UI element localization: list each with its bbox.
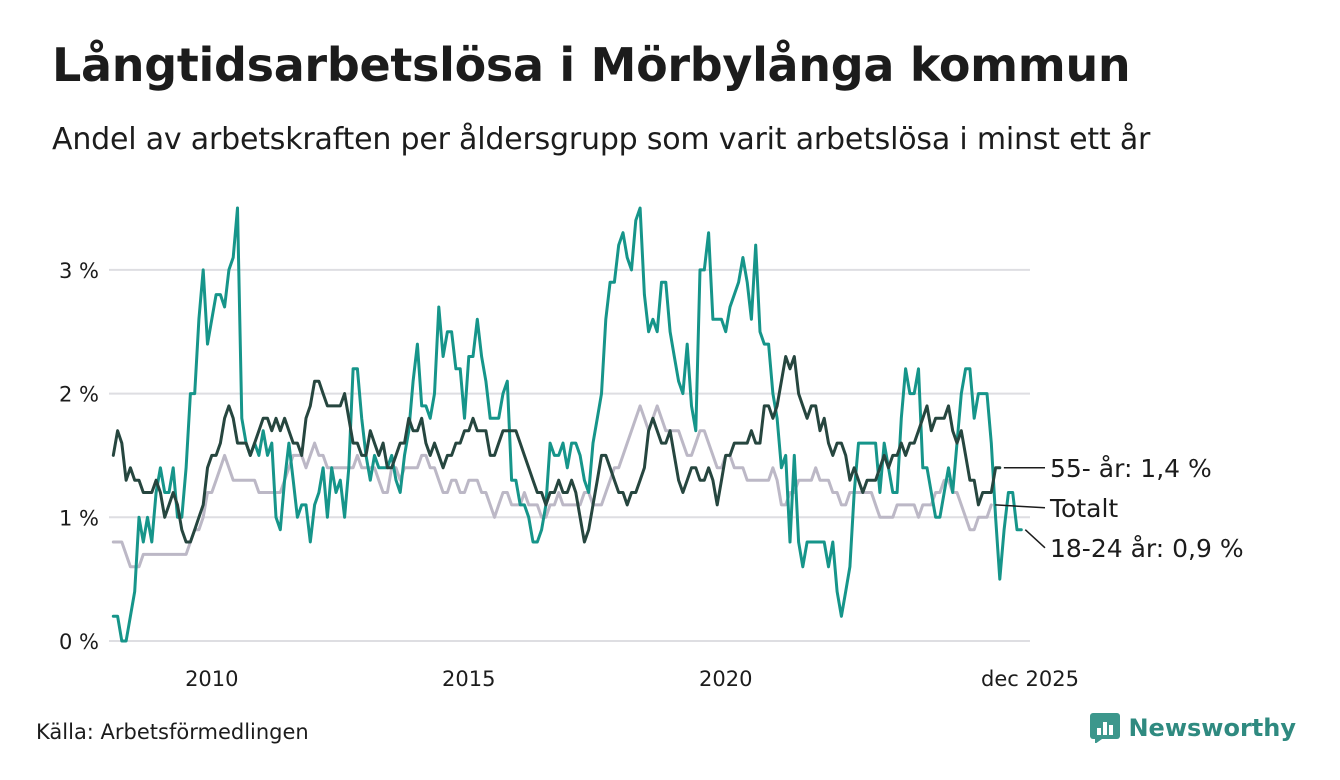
source-note: Källa: Arbetsförmedlingen: [36, 720, 309, 744]
page-title: Långtidsarbetslösa i Mörbylånga kommun: [52, 38, 1131, 92]
end-label-leader: [1024, 529, 1046, 549]
series-line-55-r: [111, 355, 1002, 544]
end-label: Totalt: [1049, 494, 1118, 523]
y-axis-ticks: 0 % 1 % 2 % 3 %: [59, 259, 99, 654]
gridlines: [109, 268, 1030, 642]
end-labels: 55- år: 1,4 % Totalt 18-24 år: 0,9 %: [995, 454, 1244, 563]
brand-name: Newsworthy: [1128, 714, 1296, 742]
end-label: 55- år: 1,4 %: [1050, 454, 1212, 483]
end-label-leader: [995, 504, 1046, 509]
x-axis-ticks: 2010 2015 2020 dec 2025: [185, 667, 1079, 691]
series-line-totalt: [111, 404, 993, 569]
newsworthy-logo-icon: [1090, 713, 1121, 743]
chart-subtitle: Andel av arbetskraften per åldersgrupp s…: [52, 122, 1151, 157]
x-tick-label: 2010: [185, 667, 238, 691]
x-tick-label: 2020: [699, 667, 752, 691]
y-tick-label: 3 %: [59, 259, 99, 283]
y-tick-label: 1 %: [59, 506, 99, 530]
brand-logo: Newsworthy: [1090, 713, 1296, 743]
x-tick-label: 2015: [442, 667, 495, 691]
y-tick-label: 2 %: [59, 383, 99, 407]
line-chart: 0 % 1 % 2 % 3 % 2010 2015 2020 dec 2025 55- år…: [59, 206, 1244, 691]
end-label: 18-24 år: 0,9 %: [1050, 534, 1244, 563]
x-tick-label: dec 2025: [981, 667, 1079, 691]
y-tick-label: 0 %: [59, 630, 99, 654]
series-line-18-24-r: [111, 206, 1023, 643]
series-lines: [111, 206, 1023, 643]
